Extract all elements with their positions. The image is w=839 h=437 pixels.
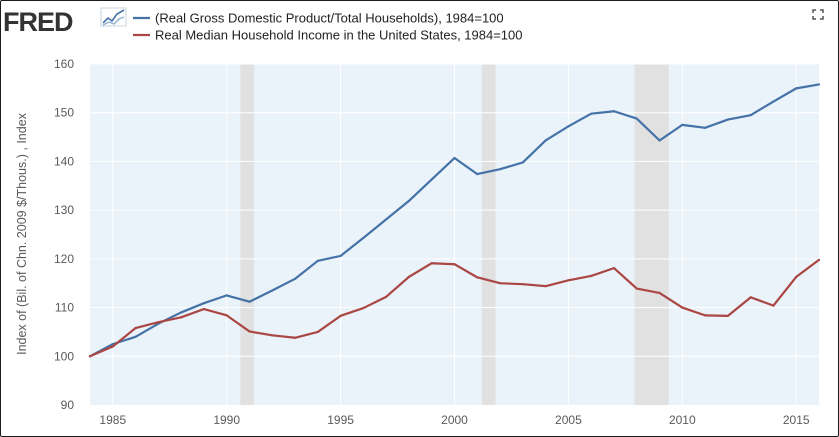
x-tick-label-2005: 2005: [555, 413, 582, 427]
y-tick-label-110: 110: [55, 301, 74, 315]
data-point-s2-1992: [271, 334, 274, 337]
data-point-s2-2006: [590, 274, 593, 278]
data-point-s2-1994: [316, 330, 319, 334]
series-lines: [88, 83, 821, 358]
y-tick-label-150: 150: [54, 106, 74, 120]
data-point-s2-2000: [453, 263, 456, 266]
y-axis-title: Index of (Bil. of Chn. 2009 $/Thous.) , …: [15, 112, 29, 355]
recession-band-3: [634, 64, 669, 405]
data-point-s1-1993: [293, 277, 297, 280]
y-tick-label-90: 90: [61, 398, 75, 412]
data-point-s1-1985: [111, 343, 114, 346]
data-point-s1-2005: [567, 125, 570, 128]
y-tick-label-120: 120: [54, 252, 74, 266]
data-point-s1-1986: [134, 335, 137, 338]
data-point-s2-2013: [749, 296, 752, 299]
x-tick-label-2000: 2000: [441, 413, 468, 427]
y-tick-label-140: 140: [54, 154, 74, 168]
data-point-s2-2012: [726, 314, 729, 317]
x-tick-label-2015: 2015: [783, 413, 810, 427]
data-point-s1-1994: [316, 259, 319, 262]
data-point-s2-2014: [772, 304, 775, 307]
data-point-s1-2012: [726, 118, 729, 121]
data-point-s1-2001: [476, 172, 479, 176]
data-point-s2-1995: [339, 314, 342, 317]
data-point-s2-1996: [362, 306, 365, 310]
data-point-s2-2002: [498, 282, 502, 285]
recession-band-1: [240, 64, 255, 405]
x-tick-label-2010: 2010: [669, 413, 696, 427]
data-point-s1-2008: [635, 117, 638, 120]
data-point-s2-1991: [248, 330, 251, 333]
data-point-s1-2013: [749, 114, 752, 117]
data-point-s2-2016: [817, 258, 821, 261]
data-point-s2-2011: [703, 314, 707, 317]
data-point-s2-2015: [795, 275, 798, 278]
data-point-s1-2000: [453, 156, 456, 160]
data-point-s1-1999: [430, 178, 433, 181]
data-point-s1-2010: [681, 123, 684, 126]
data-point-s1-2016: [817, 83, 821, 86]
data-point-s2-2004: [544, 285, 547, 288]
data-point-s2-1999: [430, 262, 433, 265]
legend: (Real Gross Domestic Product/Total House…: [133, 11, 523, 43]
data-point-s1-2007: [612, 110, 616, 113]
data-point-s2-2005: [567, 279, 570, 282]
gridlines: [90, 63, 819, 405]
x-axis-ticks: 1985 1990 1995 2000 2005 2010 2015: [99, 413, 809, 427]
legend-item-series-1[interactable]: (Real Gross Domestic Product/Total House…: [133, 11, 504, 26]
x-tick-label-1990: 1990: [213, 413, 240, 427]
data-point-s1-2009: [658, 139, 661, 142]
line-chart-icon: [100, 7, 127, 27]
data-point-s2-1998: [407, 275, 411, 278]
fred-logo-text: FRED: [3, 7, 73, 37]
data-point-s1-2003: [521, 161, 524, 164]
data-point-s1-1989: [202, 302, 206, 305]
legend-label-series-2: Real Median Household Income in the Unit…: [155, 28, 523, 43]
data-point-s2-2008: [635, 287, 638, 290]
data-point-s1-2002: [498, 168, 502, 171]
data-point-s1-1997: [385, 218, 388, 221]
data-point-s2-2001: [476, 276, 479, 279]
x-tick-label-1985: 1985: [99, 413, 126, 427]
data-point-s1-1990: [225, 294, 228, 297]
legend-item-series-2[interactable]: Real Median Household Income in the Unit…: [133, 28, 523, 43]
data-point-s2-2009: [658, 291, 661, 295]
data-point-s2-1986: [134, 326, 137, 330]
recession-band-2: [481, 64, 496, 405]
x-tick-label-1995: 1995: [327, 413, 354, 427]
data-point-s1-2014: [772, 100, 775, 103]
data-point-s1-2011: [703, 126, 707, 129]
data-point-s1-1988: [180, 311, 183, 314]
data-point-s2-2003: [521, 283, 524, 286]
data-point-s2-2007: [612, 267, 616, 270]
data-point-s1-1998: [407, 199, 411, 202]
data-point-s1-1991: [248, 300, 251, 303]
data-point-s2-1984: [88, 355, 92, 358]
y-tick-label-160: 160: [54, 57, 74, 71]
data-point-s1-2004: [544, 139, 547, 142]
data-point-s2-1989: [202, 307, 206, 311]
fred-logo[interactable]: FRED: [3, 7, 127, 37]
data-point-s2-2010: [681, 306, 684, 309]
data-point-s2-1985: [111, 345, 114, 348]
data-point-s2-1987: [157, 321, 160, 324]
fullscreen-icon[interactable]: [811, 7, 825, 21]
data-point-s2-1988: [180, 316, 183, 319]
data-point-s2-1997: [385, 295, 388, 298]
data-point-s2-1990: [225, 314, 228, 317]
y-tick-label-130: 130: [54, 203, 74, 217]
data-point-s1-2015: [795, 87, 798, 90]
data-point-s2-1993: [293, 336, 297, 339]
legend-label-series-1: (Real Gross Domestic Product/Total House…: [155, 11, 504, 26]
data-point-s1-1996: [362, 236, 365, 240]
data-point-s1-1995: [339, 254, 342, 258]
data-point-s1-2006: [590, 112, 593, 115]
y-tick-label-100: 100: [54, 349, 74, 363]
data-point-s1-1992: [271, 289, 274, 292]
y-axis-ticks: 90 100 110 120 130 140 150 160: [54, 57, 74, 412]
